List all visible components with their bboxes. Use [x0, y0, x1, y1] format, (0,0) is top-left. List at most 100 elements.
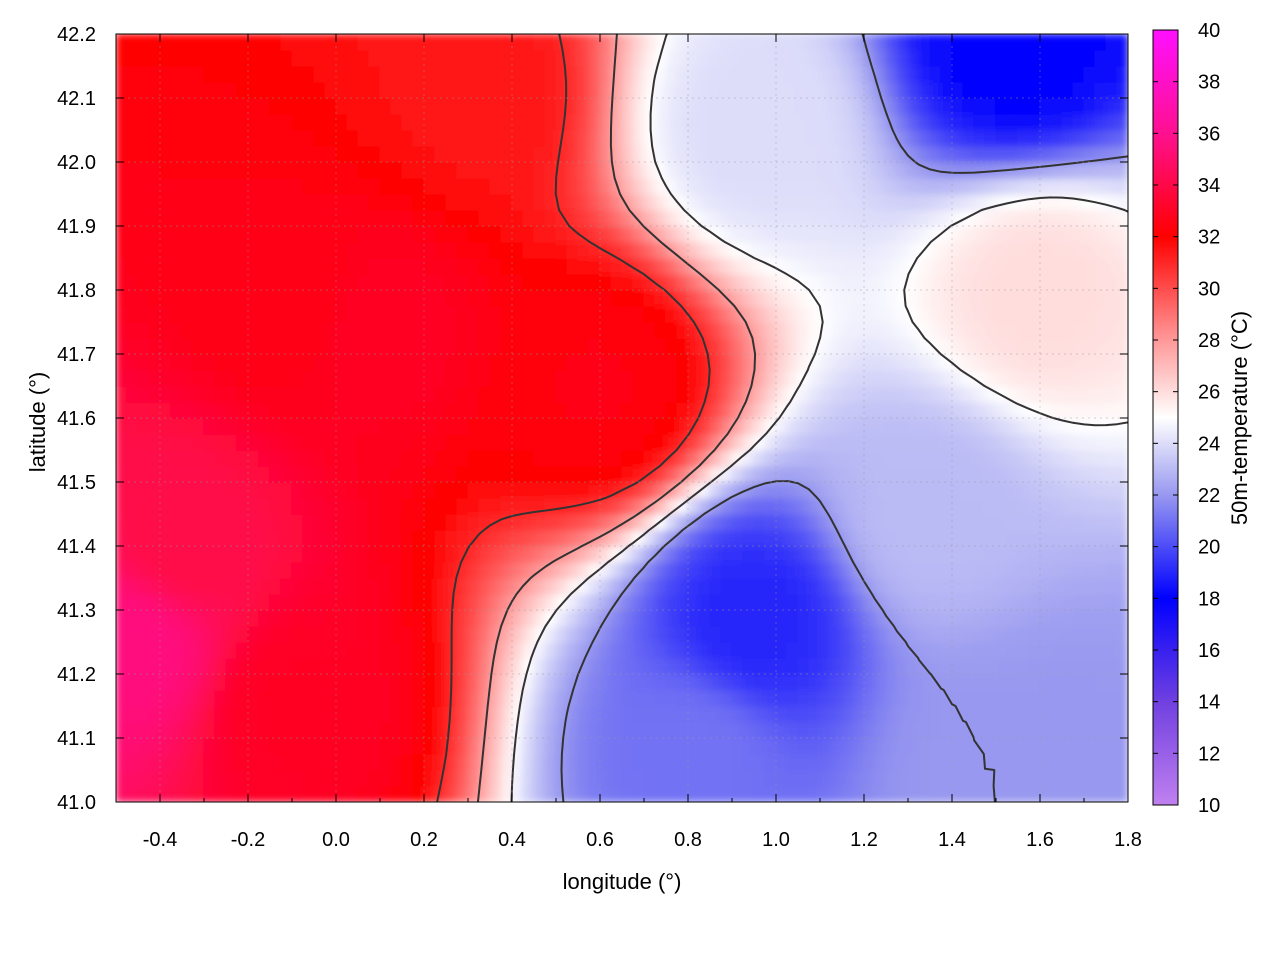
field-cell: [357, 641, 370, 659]
field-cell: [192, 721, 205, 739]
field-cell: [808, 161, 821, 179]
field-cell: [401, 65, 414, 83]
field-cell: [1116, 449, 1128, 467]
field-cell: [181, 97, 194, 115]
field-cell: [698, 161, 711, 179]
field-cell: [907, 225, 920, 243]
field-cell: [181, 81, 194, 99]
field-cell: [918, 209, 931, 227]
field-cell: [181, 705, 194, 723]
field-cell: [1072, 641, 1085, 659]
field-cell: [929, 225, 942, 243]
field-cell: [511, 49, 524, 67]
field-cell: [456, 689, 469, 707]
field-cell: [401, 257, 414, 275]
field-cell: [632, 577, 645, 595]
field-cell: [423, 577, 436, 595]
field-cell: [467, 401, 480, 419]
field-cell: [379, 593, 392, 611]
field-cell: [236, 465, 249, 483]
field-cell: [1050, 401, 1063, 419]
field-cell: [269, 193, 282, 211]
field-cell: [1116, 577, 1128, 595]
field-cell: [192, 689, 205, 707]
field-cell: [489, 113, 502, 131]
field-cell: [1116, 209, 1128, 227]
field-cell: [467, 737, 480, 755]
field-cell: [1094, 321, 1107, 339]
field-cell: [434, 97, 447, 115]
field-cell: [929, 34, 942, 51]
field-cell: [236, 401, 249, 419]
field-cell: [687, 449, 700, 467]
field-cell: [1094, 785, 1107, 802]
field-cell: [324, 737, 337, 755]
field-cell: [116, 209, 128, 227]
field-cell: [181, 225, 194, 243]
field-cell: [302, 593, 315, 611]
field-cell: [368, 353, 381, 371]
field-cell: [346, 321, 359, 339]
field-cell: [995, 577, 1008, 595]
field-cell: [126, 769, 139, 787]
field-cell: [401, 321, 414, 339]
field-cell: [291, 289, 304, 307]
field-cell: [357, 34, 370, 51]
field-cell: [291, 609, 304, 627]
field-cell: [291, 353, 304, 371]
field-cell: [841, 257, 854, 275]
field-cell: [940, 225, 953, 243]
field-cell: [335, 225, 348, 243]
field-cell: [709, 577, 722, 595]
field-cell: [962, 689, 975, 707]
field-cell: [1116, 673, 1128, 691]
field-cell: [588, 417, 601, 435]
field-cell: [885, 561, 898, 579]
field-cell: [632, 209, 645, 227]
field-cell: [456, 769, 469, 787]
field-cell: [137, 529, 150, 547]
field-cell: [544, 625, 557, 643]
field-cell: [236, 225, 249, 243]
field-cell: [907, 721, 920, 739]
field-cell: [170, 257, 183, 275]
field-cell: [236, 49, 249, 67]
field-cell: [1083, 65, 1096, 83]
field-cell: [918, 737, 931, 755]
field-cell: [808, 225, 821, 243]
field-cell: [522, 753, 535, 771]
field-cell: [302, 177, 315, 195]
field-cell: [786, 641, 799, 659]
field-cell: [698, 721, 711, 739]
field-cell: [786, 753, 799, 771]
field-cell: [951, 705, 964, 723]
field-cell: [665, 545, 678, 563]
field-cell: [852, 513, 865, 531]
field-cell: [181, 161, 194, 179]
field-cell: [1050, 337, 1063, 355]
field-cell: [786, 193, 799, 211]
field-cell: [148, 465, 161, 483]
field-cell: [940, 289, 953, 307]
field-cell: [137, 737, 150, 755]
field-cell: [181, 513, 194, 531]
field-cell: [280, 353, 293, 371]
field-cell: [555, 177, 568, 195]
field-cell: [203, 385, 216, 403]
field-cell: [1050, 34, 1063, 51]
field-cell: [203, 321, 216, 339]
field-cell: [753, 513, 766, 531]
field-cell: [588, 305, 601, 323]
field-cell: [632, 161, 645, 179]
field-cell: [192, 545, 205, 563]
field-cell: [401, 81, 414, 99]
field-cell: [566, 34, 579, 51]
field-cell: [918, 49, 931, 67]
field-cell: [775, 129, 788, 147]
field-cell: [236, 113, 249, 131]
field-cell: [500, 657, 513, 675]
field-cell: [1105, 785, 1118, 802]
field-cell: [258, 257, 271, 275]
field-cell: [632, 273, 645, 291]
field-cell: [951, 337, 964, 355]
